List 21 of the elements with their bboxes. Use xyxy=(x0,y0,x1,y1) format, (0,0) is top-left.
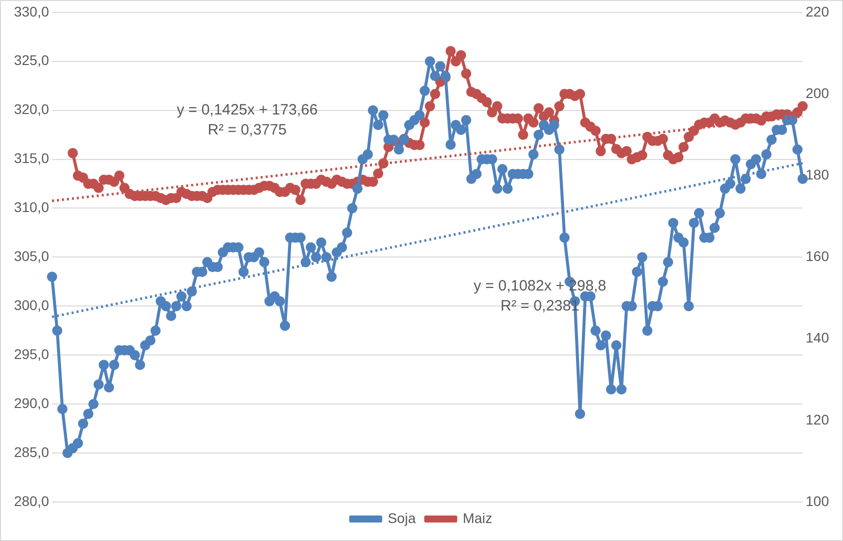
y-tick-label: 280,0 xyxy=(14,492,50,509)
y-tick-label: 300,0 xyxy=(14,297,50,314)
legend-label: Soja xyxy=(388,510,416,526)
y2-tick-label: 120 xyxy=(806,411,830,428)
y-tick-label: 320,0 xyxy=(14,101,50,118)
y2-tick-label: 180 xyxy=(806,166,830,182)
y-tick-label: 325,0 xyxy=(14,52,50,68)
y-tick-label: 315,0 xyxy=(14,150,50,166)
y2-tick-label: 140 xyxy=(806,330,830,346)
y2-tick-label: 220 xyxy=(806,3,830,20)
y2-tick-label: 160 xyxy=(806,248,830,264)
y-tick-label: 310,0 xyxy=(14,199,50,216)
annotation: y = 0,1425x + 173,66 R² = 0,3775 xyxy=(176,101,318,138)
y-tick-label: 285,0 xyxy=(14,444,50,460)
y-tick-label: 290,0 xyxy=(14,394,50,411)
y-tick-label: 330,0 xyxy=(14,3,50,20)
y2-tick-label: 100 xyxy=(806,492,830,509)
legend-label: Maiz xyxy=(462,510,492,526)
y-tick-label: 305,0 xyxy=(14,248,50,264)
y-tick-label: 295,0 xyxy=(14,346,50,362)
y2-tick-label: 200 xyxy=(806,84,830,101)
